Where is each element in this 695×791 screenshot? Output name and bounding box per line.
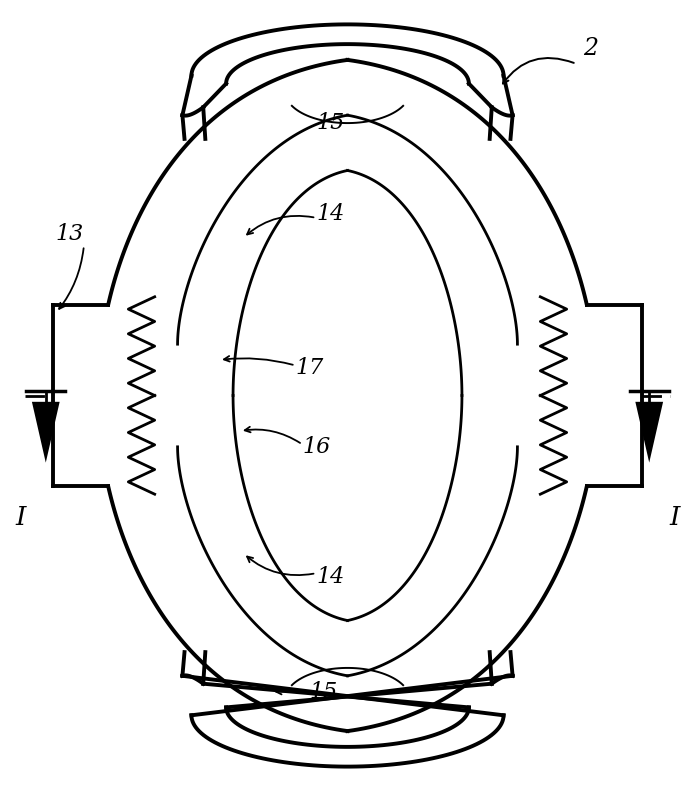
Text: 2: 2: [583, 36, 598, 59]
Text: I: I: [670, 505, 680, 531]
Text: 16: 16: [302, 436, 331, 458]
Polygon shape: [635, 402, 663, 463]
Text: I: I: [15, 505, 25, 531]
Text: 15: 15: [309, 680, 338, 702]
Text: 17: 17: [295, 357, 324, 379]
Text: 14: 14: [316, 202, 345, 225]
Polygon shape: [32, 402, 60, 463]
Text: 15: 15: [316, 112, 345, 134]
Text: 14: 14: [316, 566, 345, 589]
Text: 13: 13: [56, 222, 84, 244]
